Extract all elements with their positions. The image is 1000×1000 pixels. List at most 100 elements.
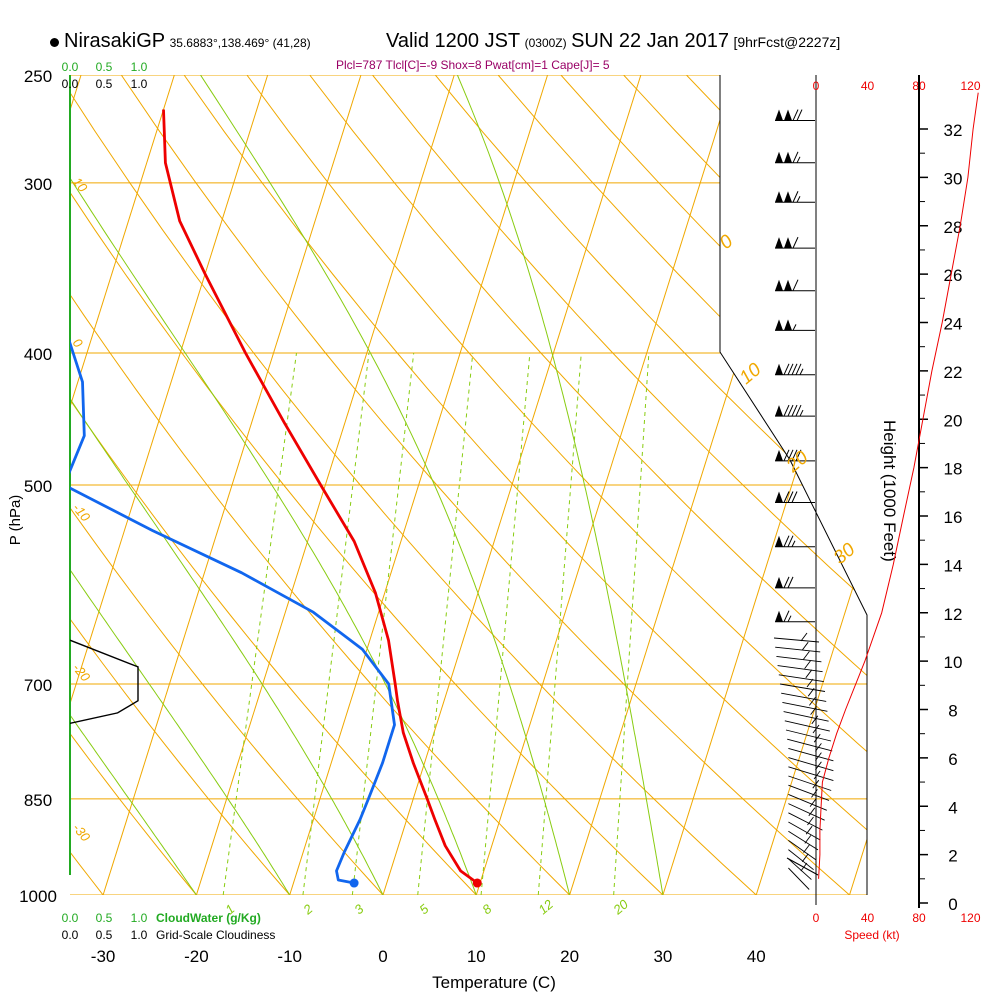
wind-barb-half-flag bbox=[787, 615, 792, 622]
wind-barb-staff bbox=[775, 646, 821, 653]
mixing-ratio-label: 2 bbox=[300, 901, 317, 918]
wind-barb-pennant bbox=[784, 319, 792, 331]
wind-barb-flag bbox=[795, 449, 802, 462]
height-tick-label: 6 bbox=[948, 750, 957, 769]
cloudwater-legend-label: CloudWater (g/Kg) bbox=[156, 911, 261, 925]
height-tick-label: 8 bbox=[948, 702, 957, 721]
mixing-ratio-label: 20 bbox=[610, 896, 632, 918]
wind-barb bbox=[775, 236, 815, 249]
speed-tick-label-top: 0 bbox=[813, 79, 820, 93]
dry-adiabat-label: -20 bbox=[70, 660, 94, 685]
height-tick-label: 24 bbox=[944, 315, 963, 334]
mixing-ratio-line bbox=[417, 352, 474, 895]
wind-barb bbox=[788, 770, 832, 791]
moist-adiabat-line bbox=[70, 397, 384, 895]
wind-barb-flag bbox=[801, 853, 809, 863]
temperature-tick-label: 40 bbox=[747, 947, 766, 966]
valid-label: Valid 1200 JST bbox=[386, 30, 521, 52]
cloudwater-tick-label-top: 0.5 bbox=[96, 60, 113, 74]
mixing-ratio-label: 3 bbox=[351, 901, 367, 918]
speed-tick-label-bottom: 40 bbox=[861, 911, 875, 925]
wind-barb-staff bbox=[777, 665, 823, 673]
wind-barb-flag bbox=[783, 610, 790, 622]
wind-barb bbox=[788, 844, 814, 871]
wind-barb-flag bbox=[787, 491, 794, 503]
height-tick-label: 10 bbox=[944, 653, 963, 672]
dry-adiabat-line bbox=[70, 732, 197, 895]
wind-barb bbox=[783, 706, 829, 722]
speed-tick-label-bottom: 0 bbox=[813, 911, 820, 925]
wind-barb-pennant bbox=[784, 237, 792, 249]
wind-barb-flag bbox=[791, 404, 798, 417]
dry-adiabat-line bbox=[70, 398, 477, 895]
forecast-label: [9hrFcst@2227z] bbox=[733, 34, 841, 50]
wind-barb-staff bbox=[788, 747, 834, 762]
dry-adiabat-line bbox=[434, 75, 867, 530]
wind-barb bbox=[787, 733, 833, 752]
dry-adiabat-line bbox=[70, 293, 570, 895]
speed-tick-label-top: 120 bbox=[960, 79, 980, 93]
wind-barb-staff bbox=[783, 711, 829, 722]
temperature-tick-label: -20 bbox=[184, 947, 209, 966]
wind-barb-flag bbox=[792, 236, 799, 249]
dry-adiabat-line bbox=[372, 75, 867, 602]
wind-barb-half-flag bbox=[791, 540, 796, 547]
station-coords: 35.6883°,138.469° (41,28) bbox=[169, 36, 311, 50]
mixing-ratio-label: 12 bbox=[535, 896, 556, 917]
cloudiness-profile bbox=[70, 639, 139, 724]
wind-barb-flag bbox=[792, 151, 799, 163]
temperature-tick-label: -10 bbox=[277, 947, 302, 966]
wind-barb bbox=[775, 535, 815, 548]
moist-adiabat-line bbox=[70, 177, 477, 895]
temperature-tick-label: 10 bbox=[467, 947, 486, 966]
wind-barb-staff bbox=[776, 655, 822, 663]
dry-adiabat-line bbox=[938, 75, 1000, 895]
cloudwater-tick-label-top: 0.0 bbox=[62, 60, 79, 74]
wind-barb-half-flag bbox=[799, 409, 804, 417]
wind-barb-flag bbox=[805, 825, 813, 835]
wind-barb-pennant bbox=[775, 191, 783, 203]
cloudiness-tick-label-bottom: 1.0 bbox=[131, 928, 148, 942]
wind-barb bbox=[775, 449, 815, 462]
height-tick-label: 2 bbox=[948, 847, 957, 866]
wind-barb-pennant bbox=[784, 279, 792, 291]
pressure-tick-label: 400 bbox=[24, 345, 52, 364]
dry-adiabat-line bbox=[309, 75, 867, 677]
wind-barb-staff bbox=[788, 840, 817, 861]
wind-barb-pennant bbox=[775, 610, 783, 622]
wind-barb-staff bbox=[788, 849, 814, 871]
wind-barb-flag bbox=[808, 807, 816, 817]
mixing-ratio-line bbox=[222, 352, 297, 895]
dry-adiabat-line bbox=[70, 618, 291, 895]
wind-barb-half-flag bbox=[796, 196, 801, 203]
wind-barb-flag bbox=[800, 632, 808, 642]
wind-barb-staff bbox=[788, 775, 832, 791]
wind-barb-flag bbox=[795, 363, 802, 375]
dry-adiabat-line bbox=[70, 506, 384, 895]
wind-barb-staff bbox=[788, 793, 827, 811]
temperature-tick-label: 20 bbox=[560, 947, 579, 966]
wind-barb-flag bbox=[809, 798, 817, 807]
wind-barb bbox=[788, 835, 817, 861]
wind-barb-staff bbox=[773, 637, 820, 643]
wind-barb-pennant bbox=[775, 535, 783, 547]
wind-barb bbox=[775, 363, 815, 376]
cloudwater-tick-label-bottom: 0.5 bbox=[96, 911, 113, 925]
wind-barb-pennant bbox=[784, 191, 792, 203]
stability-indices: Plcl=787 Tlcl[C]=-9 Shox=8 Pwat[cm]=1 Ca… bbox=[336, 58, 610, 72]
temperature-curve bbox=[162, 109, 479, 885]
plot-boundary bbox=[719, 75, 868, 895]
speed-tick-label-bottom: 120 bbox=[960, 911, 980, 925]
isotherm-line bbox=[102, 75, 362, 895]
wind-barb bbox=[775, 641, 821, 653]
cloudiness-tick-label-top: 1.0 bbox=[131, 77, 148, 91]
wind-barb-staff bbox=[788, 821, 821, 841]
wind-barb-flag bbox=[787, 404, 794, 417]
temperature-axis-label: Temperature (C) bbox=[432, 973, 556, 992]
valid-time: Valid 1200 JST (0300Z) SUN 22 Jan 2017 [… bbox=[386, 30, 840, 53]
moist-adiabat-line bbox=[70, 714, 197, 895]
cloudiness-legend-label: Grid-Scale Cloudiness bbox=[156, 928, 275, 942]
height-tick-label: 16 bbox=[944, 508, 963, 527]
pressure-tick-label: 300 bbox=[24, 175, 52, 194]
wind-barb bbox=[781, 687, 827, 702]
